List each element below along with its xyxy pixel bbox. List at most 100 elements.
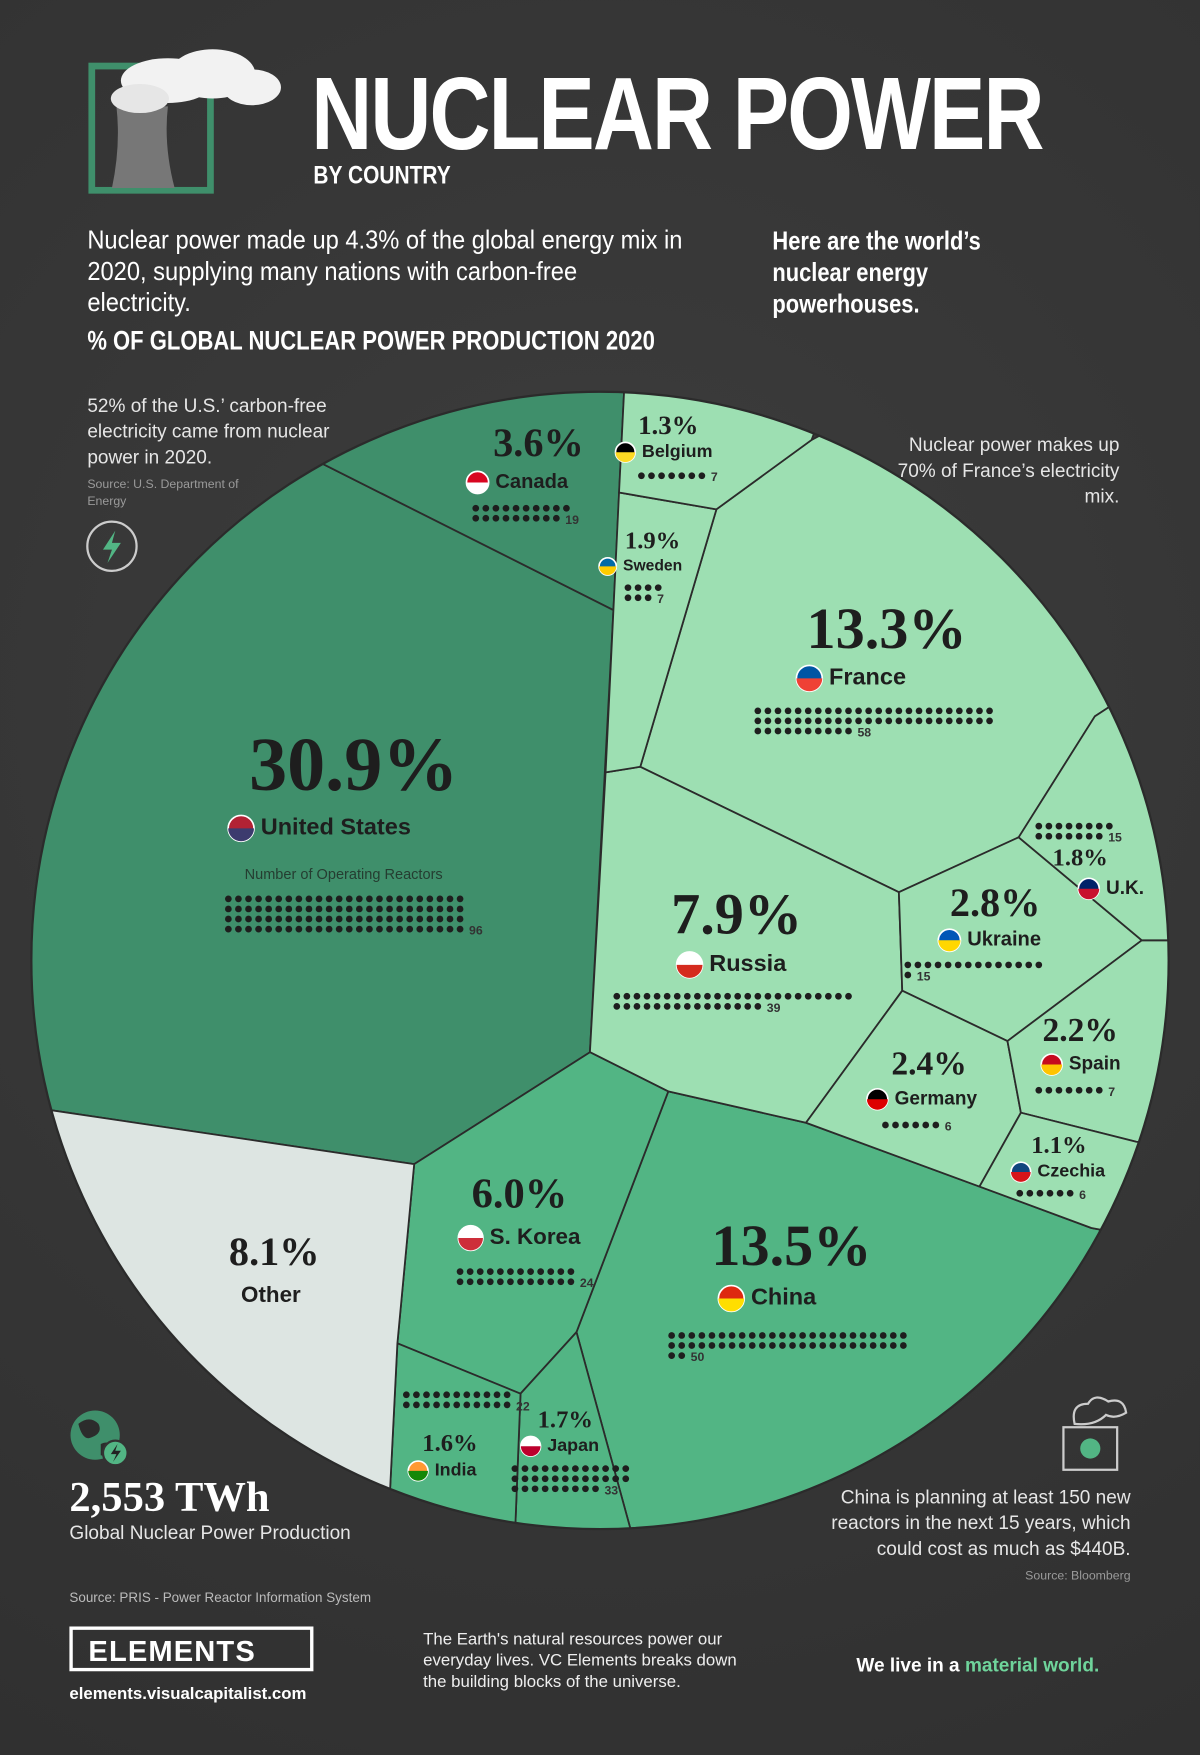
- reactor-dot: [859, 1342, 867, 1349]
- reactor-dot: [561, 1475, 569, 1483]
- reactor-dot: [885, 707, 893, 715]
- reactor-dot: [824, 992, 832, 1000]
- reactor-dot: [875, 717, 883, 725]
- reactor-dot: [764, 992, 772, 1000]
- reactor-dot: [386, 925, 393, 933]
- reactor-dot: [285, 925, 293, 933]
- reactor-dot: [532, 514, 540, 522]
- reactor-dot: [315, 905, 323, 913]
- reactor-dot: [653, 992, 661, 1000]
- reactor-dot: [436, 915, 444, 923]
- reactor-dot: [945, 707, 953, 715]
- reactor-dot: [976, 717, 983, 725]
- reactor-count: 22: [516, 1399, 530, 1413]
- reactor-dot: [396, 895, 403, 903]
- reactor-dot: [1035, 832, 1043, 840]
- reactor-dot: [527, 1278, 534, 1286]
- reactor-dot: [915, 707, 923, 715]
- reactor-dot: [694, 1002, 701, 1010]
- reactor-dot: [835, 992, 842, 1000]
- reactor-count: 39: [767, 1001, 781, 1015]
- reactor-count: 6: [1079, 1188, 1086, 1202]
- reactor-dot: [563, 504, 570, 512]
- reactor-dot: [779, 1342, 786, 1349]
- reactor-dot: [829, 1332, 837, 1339]
- reactor-dot: [1055, 832, 1063, 840]
- reactor-dot: [492, 504, 500, 512]
- reactor-dot: [557, 1278, 565, 1286]
- reactor-dot: [557, 1268, 565, 1275]
- country-name: Ukraine: [967, 929, 1041, 951]
- reactor-dot: [521, 1485, 529, 1493]
- reactor-dot: [869, 1342, 877, 1349]
- reactor-dot: [764, 707, 772, 715]
- reactor-dot: [1065, 1086, 1073, 1094]
- reactor-dot: [789, 1342, 796, 1349]
- reactor-dot: [1095, 822, 1103, 830]
- reactor-dot: [744, 1002, 752, 1010]
- reactor-dot: [602, 1465, 609, 1473]
- reactor-count: 7: [657, 592, 664, 606]
- reactor-dot: [315, 895, 323, 903]
- france-note: Nuclear power makes up 70% of France’s e…: [897, 434, 1120, 508]
- reactor-dot: [295, 905, 303, 913]
- reactor-dot: [511, 1465, 519, 1473]
- reactor-dot: [497, 1278, 504, 1286]
- reactor-dot: [551, 1475, 559, 1483]
- reactor-dot: [1026, 1189, 1034, 1197]
- logo: [88, 49, 281, 194]
- reactor-dot: [482, 514, 490, 522]
- flag: [228, 828, 255, 842]
- reactor-dot: [728, 1332, 736, 1339]
- reactor-dot: [633, 992, 641, 1000]
- reactor-dot: [835, 717, 842, 725]
- reactor-dot: [966, 717, 973, 725]
- reactor-dot: [623, 1002, 631, 1010]
- reactor-dot: [511, 1485, 519, 1493]
- reactor-dot: [245, 925, 252, 933]
- country-name: Other: [241, 1282, 301, 1307]
- reactor-dot: [532, 504, 540, 512]
- reactor-dot: [804, 992, 812, 1000]
- reactor-dot: [413, 1391, 420, 1399]
- reactor-dot: [472, 504, 480, 512]
- reactor-count: 33: [604, 1483, 618, 1497]
- reactor-dot: [592, 1485, 599, 1493]
- reactor-count: 15: [1108, 831, 1122, 845]
- reactor-dot: [426, 895, 434, 903]
- reactor-dot: [235, 905, 242, 913]
- reactor-dot: [305, 925, 313, 933]
- reactor-dot: [473, 1391, 481, 1399]
- chart-title: % OF GLOBAL NUCLEAR POWER PRODUCTION 202…: [87, 325, 655, 356]
- reactor-dot: [486, 1268, 494, 1275]
- reactor-dot: [423, 1401, 430, 1409]
- reactor-dot: [824, 717, 832, 725]
- reactor-dot: [668, 1342, 675, 1349]
- reactor-dot: [521, 1465, 529, 1473]
- reactor-dot: [934, 961, 942, 969]
- reactor-dot: [482, 504, 490, 512]
- reactor-dot: [402, 1401, 410, 1409]
- flag: [938, 940, 961, 952]
- reactor-dot: [634, 584, 642, 592]
- reactor-dot: [922, 1121, 930, 1129]
- reactor-dot: [914, 961, 922, 969]
- reactor-dot: [865, 707, 873, 715]
- reactor-dot: [809, 1342, 817, 1349]
- reactor-dot: [446, 915, 454, 923]
- reactor-dot: [1055, 822, 1063, 830]
- reactor-dot: [541, 1475, 549, 1483]
- reactor-dot: [966, 707, 973, 715]
- reactor-icon: [1062, 1396, 1128, 1471]
- reactor-dot: [366, 915, 373, 923]
- reactor-dot: [443, 1391, 450, 1399]
- reactor-dot: [794, 707, 802, 715]
- reactor-dot: [789, 1332, 796, 1339]
- reactor-dot: [295, 895, 303, 903]
- reactor-dot: [728, 1342, 736, 1349]
- reactor-dot: [855, 717, 862, 725]
- reactor-dot: [416, 895, 424, 903]
- reactor-dot: [402, 1391, 410, 1399]
- reactor-dot: [517, 1278, 524, 1286]
- reactor-dot: [492, 514, 500, 522]
